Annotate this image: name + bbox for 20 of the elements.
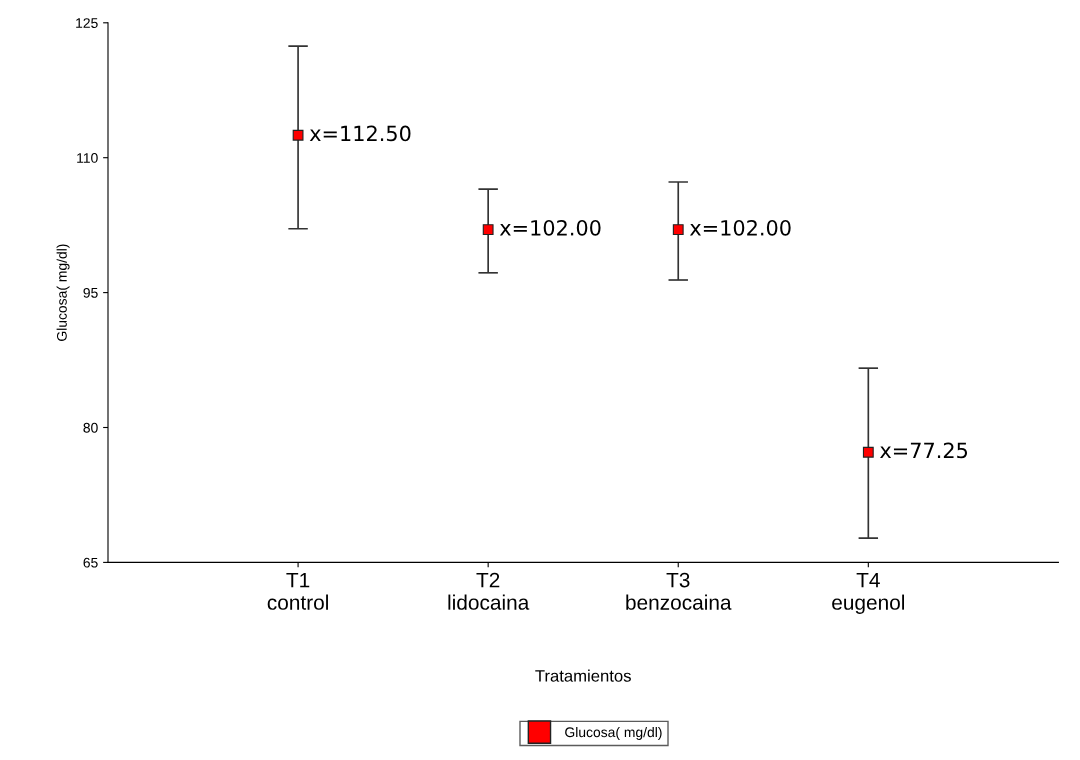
data-label: x=102.00 [499, 219, 601, 236]
x-tick-label: T1 control [267, 572, 328, 610]
y-tick-label: 110 [77, 153, 98, 163]
point [292, 129, 304, 141]
x-tick-label: T3 benzocaina [626, 572, 732, 610]
x-axis-title: Tratamientos [535, 669, 631, 682]
x-tick-label: T2 lidocaina [448, 572, 530, 610]
point [482, 224, 494, 236]
y-tick-label: 65 [83, 557, 98, 568]
y-tick-label: 80 [83, 422, 98, 433]
point [862, 446, 874, 458]
data-label: x=102.00 [689, 219, 791, 236]
point [672, 224, 684, 236]
legend-label: Glucosa( mg/dl) [565, 726, 662, 740]
x-tick-label: T4 eugenol [832, 572, 904, 614]
data-label: x=112.50 [309, 125, 411, 142]
y-tick-label: 95 [83, 287, 98, 298]
y-axis-title: Glucosa( mg/dl) [56, 244, 70, 341]
y-tick-label: 125 [76, 18, 98, 28]
data-label: x=77.25 [880, 442, 968, 459]
